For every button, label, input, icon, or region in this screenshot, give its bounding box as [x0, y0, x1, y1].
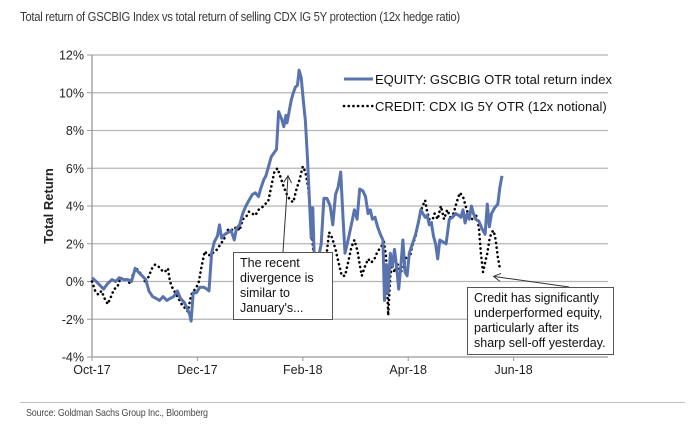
y-tick-label: 4% [66, 200, 84, 214]
line-chart: -4% -2% 0% 2% 4% 6% 8% 10% 12% Oct-17 Dec-17 Feb-1… [41, 49, 612, 378]
y-tick-label: -2% [62, 313, 84, 327]
y-axis-ticks: -4% -2% 0% 2% 4% 6% 8% 10% 12% [59, 49, 92, 365]
annotation-line: Credit has significantly [474, 291, 600, 305]
annotation-credit: Credit has significantly underperformed … [467, 287, 614, 355]
annotation-line: similar to [240, 286, 291, 300]
legend-label-equity: EQUITY: GSCBIG OTR total return index [375, 72, 612, 87]
y-tick-label: 6% [66, 162, 84, 176]
gridlines [92, 54, 608, 320]
annotation-arrows [282, 174, 570, 288]
annotation-arrow-credit [492, 272, 570, 288]
y-tick-label: 8% [66, 124, 84, 138]
y-tick-label: 12% [59, 49, 84, 63]
source-note: Source: Goldman Sachs Group Inc., Bloomb… [26, 408, 208, 419]
x-tick-label: Apr-18 [389, 363, 427, 377]
annotation-line: sharp sell-off yesterday. [474, 336, 606, 350]
annotation-line: January's... [240, 301, 304, 315]
annotation-line: underperformed equity, [474, 306, 603, 320]
y-tick-label: -4% [62, 351, 84, 365]
x-tick-label: Oct-17 [73, 363, 111, 377]
y-axis-title: Total Return [41, 168, 56, 244]
annotation-arrow-divergence [282, 174, 293, 253]
x-axis-ticks: Oct-17 Dec-17 Feb-18 Apr-18 Jun-18 [73, 357, 533, 377]
chart-title: Total return of GSCBIG Index vs total re… [20, 9, 460, 24]
series-credit-line [90, 165, 502, 319]
legend-label-credit: CREDIT: CDX IG 5Y OTR (12x notional) [375, 99, 607, 114]
annotation-divergence: The recent divergence is similar to Janu… [233, 252, 333, 320]
y-tick-label: 2% [66, 237, 84, 251]
x-tick-label: Feb-18 [283, 363, 323, 377]
annotation-line: particularly after its [474, 321, 579, 335]
legend: EQUITY: GSCBIG OTR total return index CR… [342, 72, 612, 114]
y-tick-label: 0% [66, 275, 84, 289]
series-equity-line [90, 68, 504, 323]
series-lines [90, 68, 504, 323]
annotation-line: divergence is [240, 271, 314, 285]
annotation-line: The recent [240, 256, 300, 270]
y-tick-label: 10% [59, 86, 84, 100]
x-tick-label: Jun-18 [494, 363, 532, 377]
footer-divider [20, 402, 685, 403]
x-tick-label: Dec-17 [177, 363, 217, 377]
